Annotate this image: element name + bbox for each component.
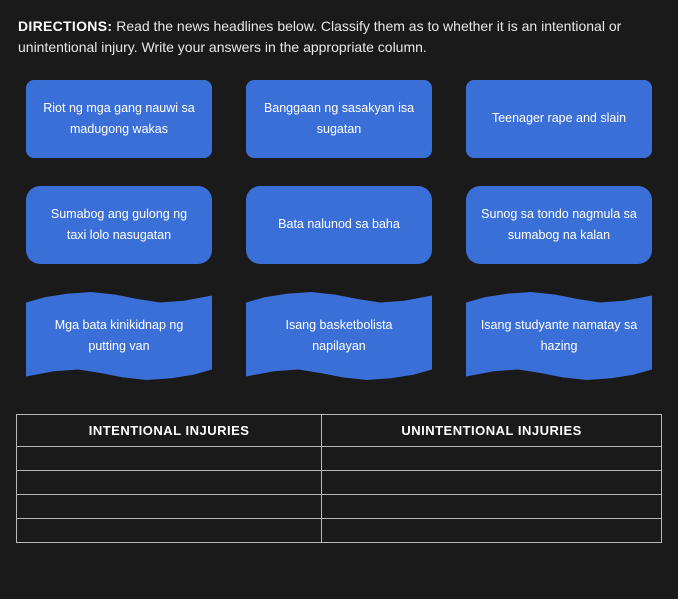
- table-row: [17, 495, 662, 519]
- headline-text: Sumabog ang gulong ng taxi lolo nasugata…: [40, 204, 198, 247]
- headline-card: Isang studyante namatay sa hazing: [466, 292, 652, 380]
- headline-card: Riot ng mga gang nauwi sa madugong wakas: [26, 80, 212, 158]
- headline-text: Riot ng mga gang nauwi sa madugong wakas: [40, 98, 198, 141]
- table-cell[interactable]: [17, 495, 322, 519]
- headline-grid: Riot ng mga gang nauwi sa madugong wakas…: [0, 68, 678, 400]
- answer-table: INTENTIONAL INJURIES UNINTENTIONAL INJUR…: [16, 414, 662, 543]
- headline-text: Isang basketbolista napilayan: [260, 315, 418, 358]
- table-header-intentional: INTENTIONAL INJURIES: [17, 415, 322, 447]
- table-cell[interactable]: [322, 495, 662, 519]
- directions-block: DIRECTIONS: Read the news headlines belo…: [0, 0, 678, 68]
- table-cell[interactable]: [322, 447, 662, 471]
- table-cell[interactable]: [17, 519, 322, 543]
- headline-text: Isang studyante namatay sa hazing: [480, 315, 638, 358]
- table-cell[interactable]: [17, 447, 322, 471]
- headline-text: Teenager rape and slain: [492, 108, 626, 129]
- table-cell[interactable]: [17, 471, 322, 495]
- directions-label: DIRECTIONS:: [18, 18, 112, 34]
- answer-table-body: [17, 447, 662, 543]
- table-cell[interactable]: [322, 471, 662, 495]
- table-row: [17, 471, 662, 495]
- headline-text: Bata nalunod sa baha: [278, 214, 400, 235]
- table-header-unintentional: UNINTENTIONAL INJURIES: [322, 415, 662, 447]
- headline-text: Banggaan ng sasakyan isa sugatan: [260, 98, 418, 141]
- answer-table-wrap: INTENTIONAL INJURIES UNINTENTIONAL INJUR…: [0, 400, 678, 543]
- headline-card: Bata nalunod sa baha: [246, 186, 432, 264]
- table-row: [17, 519, 662, 543]
- headline-card: Isang basketbolista napilayan: [246, 292, 432, 380]
- table-cell[interactable]: [322, 519, 662, 543]
- headline-text: Mga bata kinikidnap ng putting van: [40, 315, 198, 358]
- headline-card: Mga bata kinikidnap ng putting van: [26, 292, 212, 380]
- headline-card: Sumabog ang gulong ng taxi lolo nasugata…: [26, 186, 212, 264]
- headline-card: Sunog sa tondo nagmula sa sumabog na kal…: [466, 186, 652, 264]
- headline-text: Sunog sa tondo nagmula sa sumabog na kal…: [480, 204, 638, 247]
- headline-card: Banggaan ng sasakyan isa sugatan: [246, 80, 432, 158]
- table-header-row: INTENTIONAL INJURIES UNINTENTIONAL INJUR…: [17, 415, 662, 447]
- headline-card: Teenager rape and slain: [466, 80, 652, 158]
- table-row: [17, 447, 662, 471]
